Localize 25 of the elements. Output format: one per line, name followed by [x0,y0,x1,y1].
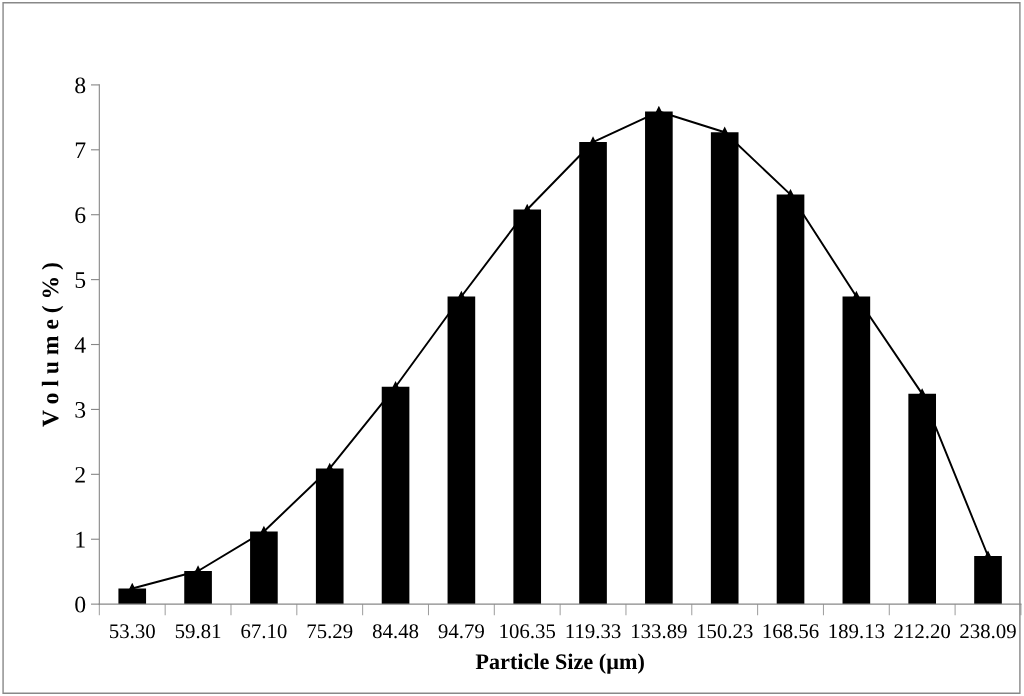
x-tick-label: 94.79 [438,624,484,639]
x-tick-label: 106.35 [500,624,556,639]
y-tick-label: 2 [75,466,85,483]
y-tick-label: 8 [75,77,86,94]
x-tick-label: 168.56 [763,624,819,639]
x-tick-label: 189.13 [829,624,885,639]
y-tick-label: 0 [75,596,86,613]
y-tick-label: 1 [76,531,85,548]
x-tick-label: 67.10 [241,624,287,639]
x-tick-label: 59.81 [175,624,221,639]
x-axis-title: Particle Size (µm) [475,653,644,674]
x-tick-label: 212.20 [894,624,951,639]
x-tick-label: 133.89 [632,624,687,639]
x-tick-label: 238.09 [960,624,1016,639]
y-tick-label: 4 [74,337,86,353]
y-axis-title: V o l u m e ( % ) [41,263,64,427]
y-tick-label: 7 [75,142,86,159]
y-tick-label: 3 [75,401,86,418]
x-tick-label: 53.30 [110,624,155,639]
y-tick-label: 5 [75,272,86,289]
x-tick-label: 84.48 [372,624,419,639]
x-tick-label: 150.23 [697,624,753,639]
x-tick-label: 119.33 [566,624,621,639]
x-tick-label: 75.29 [307,624,353,639]
y-tick-label: 6 [75,207,86,224]
